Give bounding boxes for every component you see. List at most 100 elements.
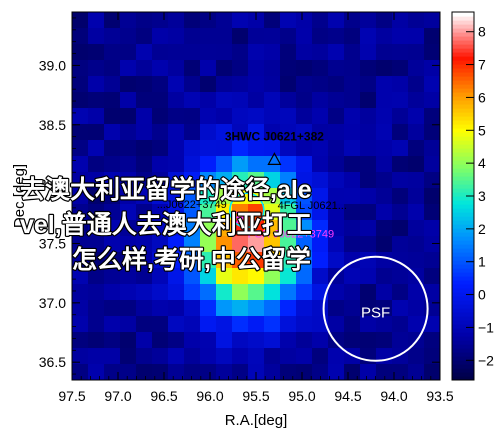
colorbar-segment — [452, 124, 474, 129]
heatmap-cell — [392, 364, 409, 380]
colorbar-segment — [452, 52, 474, 57]
heatmap-cell — [344, 284, 361, 301]
heatmap-cell — [344, 44, 361, 61]
heatmap-cell — [408, 108, 425, 125]
heatmap-cell — [280, 156, 297, 173]
heatmap-cell — [136, 204, 153, 221]
heatmap-cell — [136, 140, 153, 157]
heatmap-cell — [152, 316, 169, 333]
heatmap-cell — [296, 172, 313, 189]
colorbar-segment — [452, 64, 474, 69]
hwc-source-label: 3HWC J0621+382 — [225, 129, 324, 143]
colorbar-segment — [452, 168, 474, 173]
heatmap-cell — [184, 268, 201, 285]
y-tick-label: 36.5 — [39, 354, 66, 370]
heatmap-cell — [72, 268, 89, 285]
heatmap-cell — [248, 252, 265, 269]
heatmap-cell — [328, 252, 345, 269]
heatmap-cell — [232, 236, 249, 253]
heatmap-cell — [216, 284, 233, 301]
heatmap-cell — [152, 284, 169, 301]
heatmap-cell — [392, 156, 409, 173]
heatmap-cell — [424, 204, 440, 221]
heatmap-cell — [120, 220, 137, 237]
heatmap-cell — [328, 220, 345, 237]
heatmap-cell — [248, 284, 265, 301]
heatmap-cell — [184, 204, 201, 221]
heatmap-cell — [232, 44, 249, 61]
heatmap-cell — [376, 76, 393, 93]
heatmap-cell — [248, 28, 265, 45]
heatmap-cell — [392, 28, 409, 45]
heatmap-cell — [392, 92, 409, 109]
heatmap-cell — [424, 44, 440, 61]
heatmap-cell — [232, 140, 249, 157]
colorbar-segment — [452, 112, 474, 117]
heatmap-cell — [280, 348, 297, 365]
heatmap-cell — [168, 316, 185, 333]
x-tick-label: 93.5 — [426, 388, 453, 404]
colorbar-segment — [452, 152, 474, 157]
colorbar-segment — [452, 332, 474, 337]
heatmap-cell — [312, 364, 329, 380]
heatmap-cell — [216, 28, 233, 45]
colorbar-segment — [452, 60, 474, 65]
colorbar-segment — [452, 260, 474, 265]
heatmap-cell — [152, 332, 169, 349]
heatmap-cell — [184, 76, 201, 93]
colorbar-segment — [452, 204, 474, 209]
colorbar-segment — [452, 72, 474, 77]
psf-label: PSF — [361, 305, 390, 322]
colorbar-segment — [452, 16, 474, 21]
colorbar-segment — [452, 32, 474, 37]
heatmap-cell — [232, 108, 249, 125]
heatmap-cell — [360, 108, 377, 125]
colorbar-segment — [452, 84, 474, 89]
heatmap-cell — [296, 204, 313, 221]
heatmap-cell — [296, 252, 313, 269]
heatmap-cell — [72, 188, 89, 205]
colorbar-segment — [452, 276, 474, 281]
heatmap-cell — [72, 236, 89, 253]
colorbar-segment — [452, 104, 474, 109]
heatmap-cell — [88, 108, 105, 125]
heatmap-cell — [72, 252, 89, 269]
heatmap-cell — [152, 348, 169, 365]
heatmap-cell — [408, 28, 425, 45]
colorbar-tick-label: 4 — [478, 155, 486, 171]
heatmap-cell — [184, 188, 201, 205]
heatmap-cell — [296, 284, 313, 301]
heatmap-cell — [232, 28, 249, 45]
heatmap-cell — [88, 44, 105, 61]
heatmap-cell — [184, 28, 201, 45]
heatmap-cell — [136, 108, 153, 125]
heatmap-cell — [392, 284, 409, 301]
heatmap-cell — [264, 316, 281, 333]
heatmap-cell — [376, 44, 393, 61]
colorbar-segment — [452, 88, 474, 93]
heatmap-cell — [200, 236, 217, 253]
heatmap-cell — [344, 316, 361, 333]
heatmap-cell — [424, 236, 440, 253]
x-tick-label: 94.5 — [334, 388, 361, 404]
heatmap-cell — [104, 92, 121, 109]
colorbar-tick-label: 1 — [478, 254, 486, 270]
heatmap-cell — [120, 300, 137, 317]
heatmap-cell — [424, 364, 440, 380]
heatmap-cell — [280, 316, 297, 333]
colorbar-segment — [452, 372, 474, 377]
heatmap-cell — [232, 12, 249, 29]
colorbar-tick-label: 8 — [478, 24, 486, 40]
colorbar-segment — [452, 316, 474, 321]
heatmap-cell — [248, 12, 265, 29]
heatmap-cell — [376, 300, 393, 317]
colorbar-tick-label: 0 — [478, 287, 486, 303]
heatmap-cell — [232, 364, 249, 380]
heatmap-cell — [168, 12, 185, 29]
heatmap-cell — [264, 332, 281, 349]
heatmap-cell — [120, 284, 137, 301]
heatmap-cell — [264, 92, 281, 109]
heatmap-cell — [264, 236, 281, 253]
heatmap-cell — [200, 204, 217, 221]
